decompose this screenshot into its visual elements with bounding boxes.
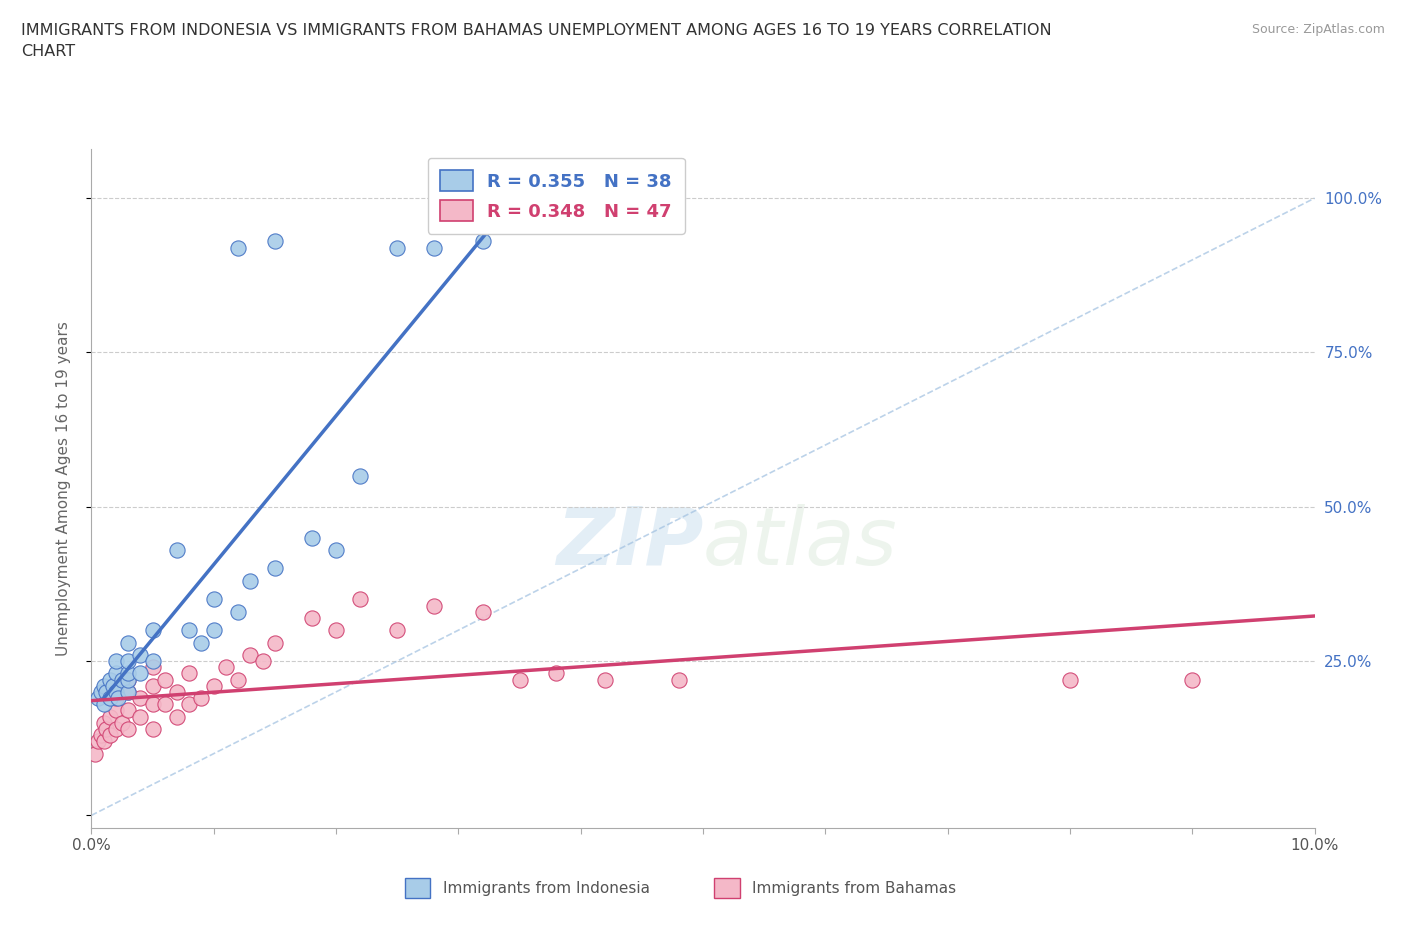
- Point: [103, 678, 125, 693]
- Point: [226, 604, 249, 619]
- Point: [153, 697, 176, 711]
- Point: [546, 666, 568, 681]
- Point: [117, 684, 139, 699]
- Point: [93, 678, 115, 693]
- Point: [98, 691, 121, 706]
- Point: [104, 654, 127, 669]
- Point: [349, 591, 371, 606]
- Text: IMMIGRANTS FROM INDONESIA VS IMMIGRANTS FROM BAHAMAS UNEMPLOYMENT AMONG AGES 16 : IMMIGRANTS FROM INDONESIA VS IMMIGRANTS …: [21, 23, 1052, 38]
- Point: [104, 666, 127, 681]
- Point: [117, 672, 139, 687]
- Point: [202, 623, 225, 638]
- Point: [166, 684, 188, 699]
- Point: [90, 727, 112, 742]
- Point: [252, 654, 274, 669]
- Point: [166, 542, 188, 557]
- Point: [471, 234, 494, 249]
- Point: [94, 684, 117, 699]
- Point: [141, 697, 163, 711]
- Point: [301, 610, 323, 625]
- Point: [190, 691, 212, 706]
- Point: [264, 234, 287, 249]
- Point: [98, 672, 121, 687]
- Point: [111, 715, 134, 730]
- Text: atlas: atlas: [703, 503, 898, 581]
- Point: [301, 530, 323, 545]
- Point: [94, 722, 117, 737]
- Point: [93, 734, 115, 749]
- Point: [471, 604, 494, 619]
- Point: [141, 722, 163, 737]
- Point: [423, 598, 446, 613]
- Legend: R = 0.355   N = 38, R = 0.348   N = 47: R = 0.355 N = 38, R = 0.348 N = 47: [427, 158, 685, 233]
- Point: [226, 672, 249, 687]
- Point: [668, 672, 690, 687]
- Text: Immigrants from Bahamas: Immigrants from Bahamas: [752, 881, 956, 896]
- Point: [264, 635, 287, 650]
- Point: [325, 542, 347, 557]
- Point: [93, 697, 115, 711]
- Point: [385, 240, 409, 255]
- Point: [117, 684, 139, 699]
- Point: [117, 672, 139, 687]
- Text: ZIP: ZIP: [555, 503, 703, 581]
- Point: [509, 672, 531, 687]
- Point: [104, 722, 127, 737]
- Point: [202, 678, 225, 693]
- Point: [141, 678, 163, 693]
- Point: [111, 672, 134, 687]
- Point: [129, 666, 152, 681]
- Point: [129, 710, 152, 724]
- Point: [385, 623, 409, 638]
- Point: [1059, 672, 1081, 687]
- Point: [1181, 672, 1204, 687]
- Point: [264, 561, 287, 576]
- Point: [179, 623, 201, 638]
- Point: [86, 691, 108, 706]
- Point: [349, 469, 371, 484]
- Point: [129, 691, 152, 706]
- Point: [141, 659, 163, 674]
- Point: [104, 684, 127, 699]
- Point: [215, 659, 238, 674]
- Point: [239, 647, 262, 662]
- Point: [104, 691, 127, 706]
- Text: CHART: CHART: [21, 44, 75, 59]
- Point: [179, 697, 201, 711]
- Point: [141, 654, 163, 669]
- Point: [84, 746, 107, 761]
- Point: [190, 635, 212, 650]
- Point: [179, 666, 201, 681]
- Point: [98, 727, 121, 742]
- Point: [141, 623, 163, 638]
- Point: [239, 574, 262, 589]
- Text: Source: ZipAtlas.com: Source: ZipAtlas.com: [1251, 23, 1385, 36]
- Point: [325, 623, 347, 638]
- Point: [93, 715, 115, 730]
- Point: [117, 722, 139, 737]
- Point: [98, 710, 121, 724]
- Y-axis label: Unemployment Among Ages 16 to 19 years: Unemployment Among Ages 16 to 19 years: [56, 321, 70, 656]
- Point: [117, 654, 139, 669]
- Point: [86, 734, 108, 749]
- Point: [90, 684, 112, 699]
- Point: [117, 666, 139, 681]
- Point: [202, 591, 225, 606]
- Point: [117, 635, 139, 650]
- Point: [104, 703, 127, 718]
- Point: [117, 703, 139, 718]
- Point: [593, 672, 616, 687]
- Point: [423, 240, 446, 255]
- Point: [153, 672, 176, 687]
- Point: [166, 710, 188, 724]
- Point: [107, 691, 129, 706]
- Point: [129, 647, 152, 662]
- Point: [226, 240, 249, 255]
- Text: Immigrants from Indonesia: Immigrants from Indonesia: [443, 881, 650, 896]
